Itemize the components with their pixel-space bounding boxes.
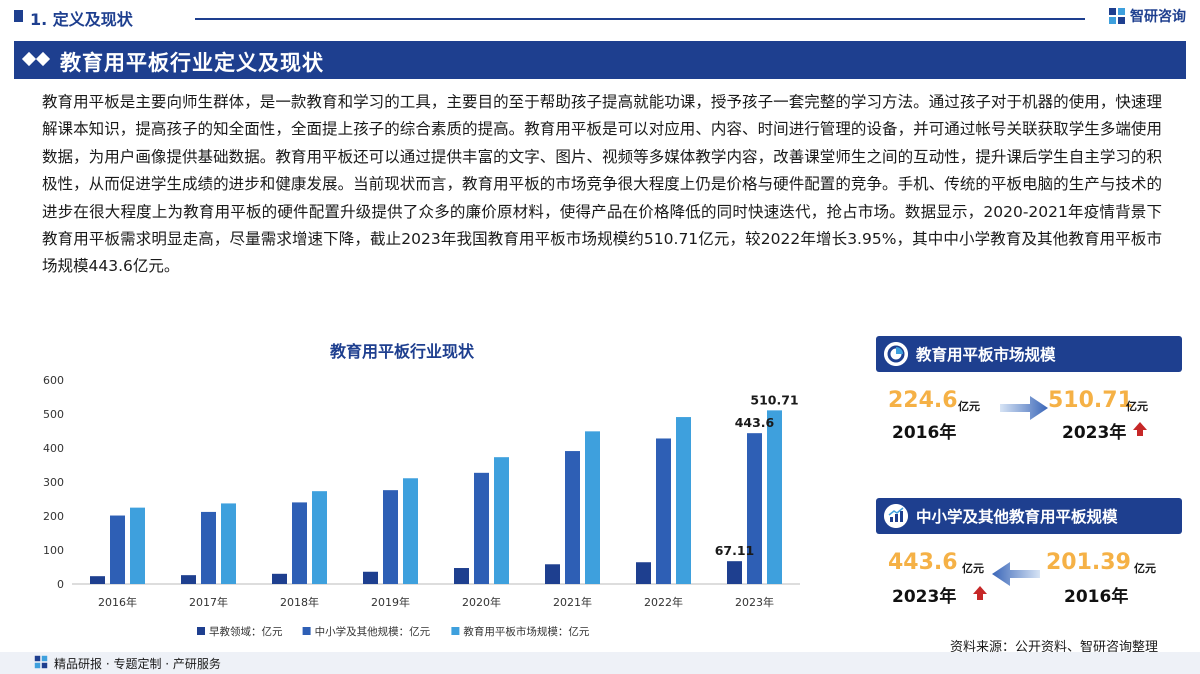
x-tick-label: 2018年	[280, 595, 319, 609]
legend-swatch	[197, 627, 205, 635]
y-tick-label: 200	[43, 510, 64, 523]
bar	[656, 438, 671, 584]
year-2023: 2023年	[892, 587, 957, 607]
x-tick-label: 2023年	[735, 595, 774, 609]
y-tick-label: 0	[57, 578, 64, 591]
year-2023: 2023年	[1062, 423, 1127, 443]
footer-bar: 精品研报 · 专题定制 · 产研服务	[0, 652, 1200, 674]
unit-label: 亿元	[1126, 400, 1148, 413]
panel-header: 教育用平板市场规模	[876, 336, 1182, 372]
bar	[201, 511, 216, 584]
unit-label: 亿元	[1134, 562, 1156, 575]
data-label: 510.71	[750, 392, 798, 407]
bar	[221, 503, 236, 584]
bar	[272, 573, 287, 584]
chart-title: 教育用平板行业现状	[330, 342, 475, 361]
bar	[585, 431, 600, 584]
year-2016: 2016年	[1064, 587, 1129, 607]
bar	[292, 502, 307, 584]
source-note: 资料来源：公开资料、智研咨询整理	[949, 640, 1158, 655]
flow-arrow-icon	[992, 562, 1040, 586]
bar	[727, 561, 742, 584]
k12-panel: 中小学及其他教育用平板规模 443.6 亿元 2023年 201.39 亿元 2…	[876, 498, 1182, 610]
bar	[565, 451, 580, 584]
footer-text: 精品研报 · 专题定制 · 产研服务	[54, 657, 221, 671]
header-bar: 教育用平板行业定义及现状	[14, 41, 1186, 79]
up-arrow-icon	[1133, 422, 1147, 436]
section-marker	[14, 10, 23, 22]
unit-label: 亿元	[958, 400, 980, 413]
value-2023: 510.71	[1048, 388, 1133, 413]
data-label: 67.11	[715, 543, 755, 558]
bar	[747, 433, 762, 584]
bar	[494, 457, 509, 584]
bar	[545, 564, 560, 584]
flow-arrow-icon	[1000, 396, 1048, 420]
bar	[454, 568, 469, 584]
up-arrow-icon	[973, 586, 987, 600]
bar	[383, 490, 398, 584]
x-tick-label: 2022年	[644, 595, 683, 609]
bar	[767, 410, 782, 584]
top-strip: 1. 定义及现状 智研咨询	[0, 0, 1200, 34]
brand-logo-icon	[1109, 8, 1125, 24]
chart-pie-icon	[884, 342, 908, 366]
bar	[312, 491, 327, 584]
legend-swatch	[302, 627, 311, 635]
section-divider	[195, 18, 1085, 20]
y-tick-label: 600	[43, 374, 64, 387]
description-paragraph: 教育用平板是主要向师生群体，是一款教育和学习的工具，主要目的至于帮助孩子提高就能…	[42, 93, 1162, 276]
legend-label: 中小学及其他规模：亿元	[315, 625, 431, 638]
x-tick-label: 2016年	[98, 595, 137, 609]
diamond-icons	[21, 51, 54, 68]
legend-label: 早教领域：亿元	[209, 625, 283, 638]
bar	[474, 472, 489, 584]
x-tick-label: 2021年	[553, 595, 592, 609]
trend-chart-icon	[884, 504, 908, 528]
brand-name: 智研咨询	[1130, 9, 1186, 25]
brand: 智研咨询	[1108, 6, 1186, 26]
page-title: 教育用平板行业定义及现状	[60, 51, 324, 75]
y-tick-label: 500	[43, 408, 64, 421]
bar-chart: 0 100 200 300 400 500 600 2016年 2017年 2018年 2019年 2…	[43, 374, 800, 638]
panel-title: 教育用平板市场规模	[916, 346, 1056, 364]
bar	[181, 575, 196, 584]
data-label: 443.6	[735, 415, 775, 430]
value-2016: 224.6	[888, 388, 958, 413]
panel-title: 中小学及其他教育用平板规模	[916, 508, 1118, 526]
y-tick-label: 300	[43, 476, 64, 489]
year-2016: 2016年	[892, 423, 957, 443]
section-title: 1. 定义及现状	[30, 10, 133, 29]
x-tick-label: 2017年	[189, 595, 228, 609]
unit-label: 亿元	[962, 562, 984, 575]
y-tick-label: 100	[43, 544, 64, 557]
x-tick-label: 2020年	[462, 595, 501, 609]
bar	[636, 562, 651, 584]
x-tick-label: 2019年	[371, 595, 410, 609]
value-2016: 201.39	[1046, 550, 1131, 575]
value-2023: 443.6	[888, 550, 958, 575]
bar	[363, 571, 378, 584]
bar	[90, 576, 105, 584]
brand-logo-icon	[34, 655, 48, 669]
bar	[403, 478, 418, 584]
diamond-icon	[35, 51, 51, 67]
bar	[676, 417, 691, 584]
bar	[110, 515, 125, 584]
market-size-panel: 教育用平板市场规模 224.6 亿元 2016年 510.71 亿元 2023年	[876, 336, 1182, 446]
legend-swatch	[451, 627, 460, 635]
bar	[130, 507, 145, 584]
panel-header: 中小学及其他教育用平板规模	[876, 498, 1182, 534]
diamond-icon	[21, 51, 37, 67]
legend-label: 教育用平板市场规模：亿元	[463, 625, 589, 638]
y-tick-label: 400	[43, 442, 64, 455]
